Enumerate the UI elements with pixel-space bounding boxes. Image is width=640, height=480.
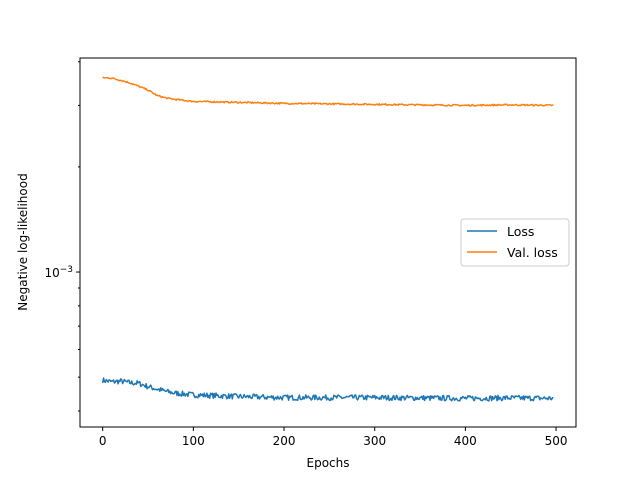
series-line-loss xyxy=(101,377,554,402)
y-tick-label-base: 10 xyxy=(44,266,59,280)
x-tick-label: 200 xyxy=(273,434,296,448)
series-layer xyxy=(101,76,554,402)
x-tick-label: 300 xyxy=(363,434,386,448)
series-line-val-loss xyxy=(102,76,554,107)
x-tick-label: 500 xyxy=(545,434,568,448)
y-axis: 10−3 xyxy=(44,61,80,412)
x-axis: 0 100 200 300 400 500 xyxy=(99,427,568,448)
legend-label-val-loss: Val. loss xyxy=(507,245,558,260)
y-tick-label: 10−3 xyxy=(44,265,73,280)
plot-frame xyxy=(79,57,577,428)
x-tick-label: 0 xyxy=(99,434,107,448)
legend: Loss Val. loss xyxy=(460,218,570,267)
x-tick-label: 100 xyxy=(182,434,205,448)
x-tick-label: 400 xyxy=(454,434,477,448)
y-tick-label-exponent: −3 xyxy=(60,265,73,275)
legend-label-loss: Loss xyxy=(507,224,534,239)
x-axis-label: Epochs xyxy=(307,456,350,470)
y-axis-label: Negative log-likelihood xyxy=(16,173,30,310)
